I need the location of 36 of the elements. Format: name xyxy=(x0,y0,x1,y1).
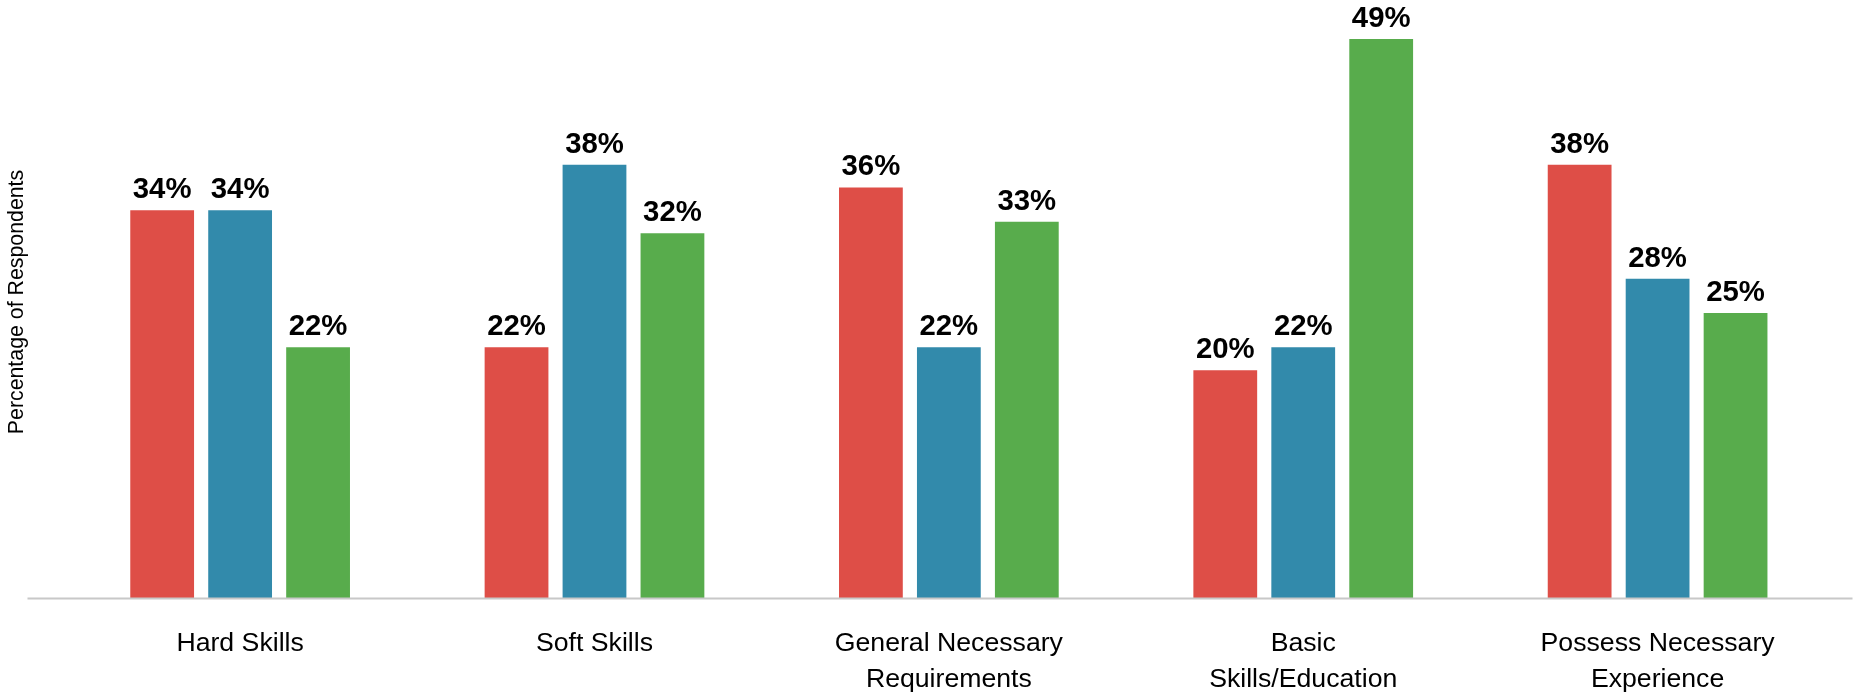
bar xyxy=(484,347,549,599)
bar xyxy=(208,210,273,599)
x-tick-label: Soft Skills xyxy=(535,626,654,657)
bar xyxy=(640,233,705,599)
y-axis-title: Percentage of Respondents xyxy=(3,169,28,435)
bar xyxy=(130,210,195,599)
bar xyxy=(562,164,627,599)
data-label: 20% xyxy=(1195,331,1255,365)
data-label: 32% xyxy=(643,194,702,228)
data-label: 34% xyxy=(210,171,270,205)
bar xyxy=(1703,313,1768,599)
data-label: 22% xyxy=(487,308,546,342)
data-label: 22% xyxy=(288,308,348,342)
bar xyxy=(1547,164,1612,599)
x-tick-label: Basic Skills/Education xyxy=(1209,626,1398,693)
data-label: 49% xyxy=(1351,0,1411,34)
x-tick-label: Possess Necessary Experience xyxy=(1540,626,1776,693)
data-label: 34% xyxy=(132,171,192,205)
data-label: 33% xyxy=(997,182,1057,216)
data-label: 25% xyxy=(1706,274,1765,308)
x-tick-label: Hard Skills xyxy=(176,626,304,657)
bar xyxy=(1193,370,1258,599)
data-label: 36% xyxy=(841,148,901,182)
bar xyxy=(1349,39,1414,599)
bar xyxy=(1625,278,1690,599)
bar xyxy=(994,221,1059,599)
data-label: 22% xyxy=(1273,308,1333,342)
bar xyxy=(839,187,903,599)
bar xyxy=(916,347,981,599)
x-tick-label: General Necessary Requirements xyxy=(834,626,1064,693)
bar xyxy=(1271,347,1336,599)
bar xyxy=(286,347,350,599)
data-label: 22% xyxy=(919,308,979,342)
data-label: 28% xyxy=(1628,239,1687,273)
data-label: 38% xyxy=(565,125,624,159)
data-label: 38% xyxy=(1550,125,1609,159)
